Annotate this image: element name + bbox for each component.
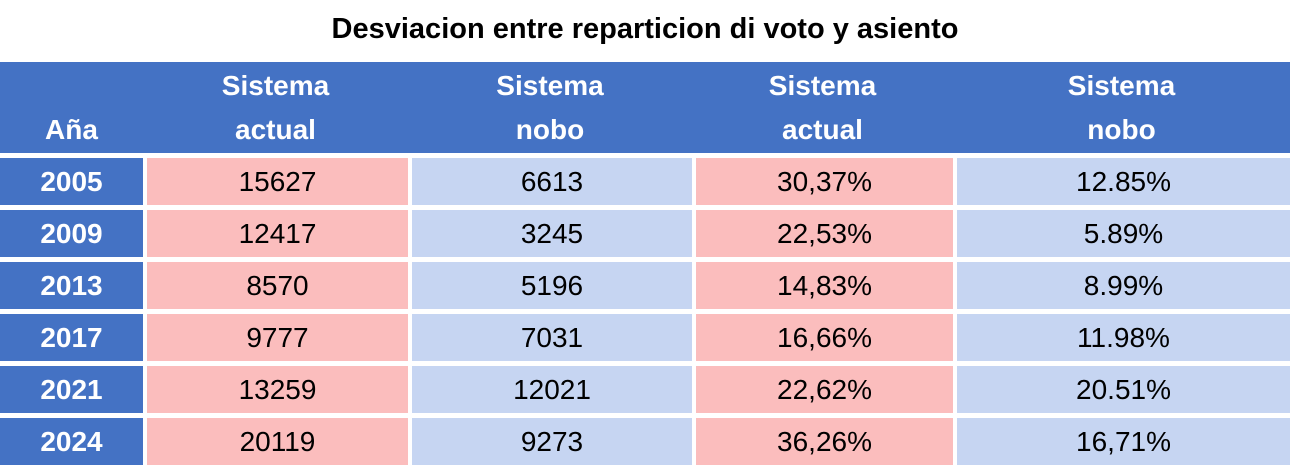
- header-year-label: Aña: [45, 113, 98, 145]
- table-row-2017: 2017 9777 7031 16,66% 11.98%: [0, 314, 1290, 361]
- year-cell: 2013: [0, 262, 143, 309]
- sistema-actual-pct-cell: 22,62%: [692, 366, 953, 413]
- year-cell: 2021: [0, 366, 143, 413]
- sistema-actual-votes-cell: 15627: [143, 158, 408, 205]
- year-cell: 2017: [0, 314, 143, 361]
- table-row-2005: 2005 15627 6613 30,37% 12.85%: [0, 158, 1290, 205]
- sistema-nobo-pct-cell: 20.51%: [953, 366, 1290, 413]
- page-title: Desviacion entre reparticion di voto y a…: [331, 13, 959, 45]
- header-label: Sistema: [221, 69, 330, 101]
- sistema-actual-votes-cell: 8570: [143, 262, 408, 309]
- header-label: nobo: [515, 113, 585, 145]
- header-label: actual: [782, 113, 863, 145]
- data-table: Aña Sistema actual Sistema nobo Sistema …: [0, 62, 1290, 465]
- header-label: Sistema: [496, 69, 604, 101]
- sistema-actual-pct-cell: 14,83%: [692, 262, 953, 309]
- table-row-2021: 2021 13259 12021 22,62% 20.51%: [0, 366, 1290, 413]
- sistema-nobo-pct-cell: 16,71%: [953, 418, 1290, 465]
- sistema-nobo-pct-cell: 12.85%: [953, 158, 1290, 205]
- year-cell: 2024: [0, 418, 143, 465]
- sistema-nobo-votes-cell: 9273: [408, 418, 692, 465]
- header-cell-year: Aña: [0, 62, 143, 153]
- sistema-actual-pct-cell: 30,37%: [692, 158, 953, 205]
- sistema-actual-votes-cell: 12417: [143, 210, 408, 257]
- year-cell: 2009: [0, 210, 143, 257]
- sistema-nobo-votes-cell: 5196: [408, 262, 692, 309]
- sistema-nobo-pct-cell: 11.98%: [953, 314, 1290, 361]
- sistema-actual-pct-cell: 22,53%: [692, 210, 953, 257]
- header-label: actual: [235, 113, 316, 145]
- sistema-nobo-votes-cell: 3245: [408, 210, 692, 257]
- header-cell-sistema-nobo-votes: Sistema nobo: [408, 62, 692, 153]
- header-label: Sistema: [1067, 69, 1176, 101]
- sistema-nobo-votes-cell: 7031: [408, 314, 692, 361]
- sistema-nobo-votes-cell: 6613: [408, 158, 692, 205]
- sistema-actual-votes-cell: 9777: [143, 314, 408, 361]
- header-cell-sistema-actual-pct: Sistema actual: [692, 62, 953, 153]
- table-row-2024: 2024 20119 9273 36,26% 16,71%: [0, 418, 1290, 465]
- header-cell-sistema-nobo-pct: Sistema nobo: [953, 62, 1290, 153]
- sistema-nobo-pct-cell: 8.99%: [953, 262, 1290, 309]
- table-row-2013: 2013 8570 5196 14,83% 8.99%: [0, 262, 1290, 309]
- header-label: nobo: [1087, 113, 1156, 145]
- sistema-nobo-pct-cell: 5.89%: [953, 210, 1290, 257]
- sistema-nobo-votes-cell: 12021: [408, 366, 692, 413]
- sistema-actual-pct-cell: 36,26%: [692, 418, 953, 465]
- table-row-2009: 2009 12417 3245 22,53% 5.89%: [0, 210, 1290, 257]
- year-cell: 2005: [0, 158, 143, 205]
- header-label: Sistema: [768, 69, 877, 101]
- sistema-actual-pct-cell: 16,66%: [692, 314, 953, 361]
- header-cell-sistema-actual-votes: Sistema actual: [143, 62, 408, 153]
- table-header-row: Aña Sistema actual Sistema nobo Sistema …: [0, 62, 1290, 153]
- sistema-actual-votes-cell: 20119: [143, 418, 408, 465]
- sistema-actual-votes-cell: 13259: [143, 366, 408, 413]
